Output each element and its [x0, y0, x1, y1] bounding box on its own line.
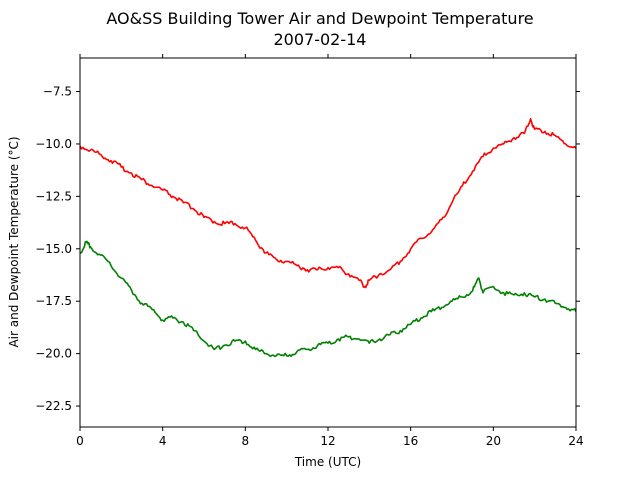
y-tick-label: −7.5: [43, 85, 72, 99]
chart-subtitle: 2007-02-14: [274, 30, 367, 49]
x-tick-label: 20: [486, 434, 501, 448]
x-axis-label: Time (UTC): [294, 455, 361, 469]
x-tick-label: 8: [242, 434, 250, 448]
series-line-0: [79, 118, 577, 289]
series-line-1: [79, 240, 577, 358]
y-tick-label: −22.5: [35, 399, 72, 413]
y-axis-label: Air and Dewpoint Temperature (°C): [7, 136, 21, 347]
plot-frame: [79, 57, 577, 428]
y-tick-label: −17.5: [35, 294, 72, 308]
y-tick-label: −12.5: [35, 189, 72, 203]
ticks-layer: 0 4 8 12 16 20 24 −22.5 −20.0 −17.5 −15.0 −12.5 −10.…: [35, 54, 584, 448]
x-tick-label: 0: [76, 434, 84, 448]
y-tick-label: −15.0: [35, 242, 72, 256]
y-tick-label: −20.0: [35, 347, 72, 361]
x-tick-label: 24: [568, 434, 583, 448]
x-tick-label: 4: [159, 434, 167, 448]
x-tick-label: 12: [320, 434, 335, 448]
y-tick-label: −10.0: [35, 137, 72, 151]
chart-title: AO&SS Building Tower Air and Dewpoint Te…: [106, 9, 533, 28]
x-tick-label: 16: [403, 434, 418, 448]
series-layer: [79, 118, 577, 358]
